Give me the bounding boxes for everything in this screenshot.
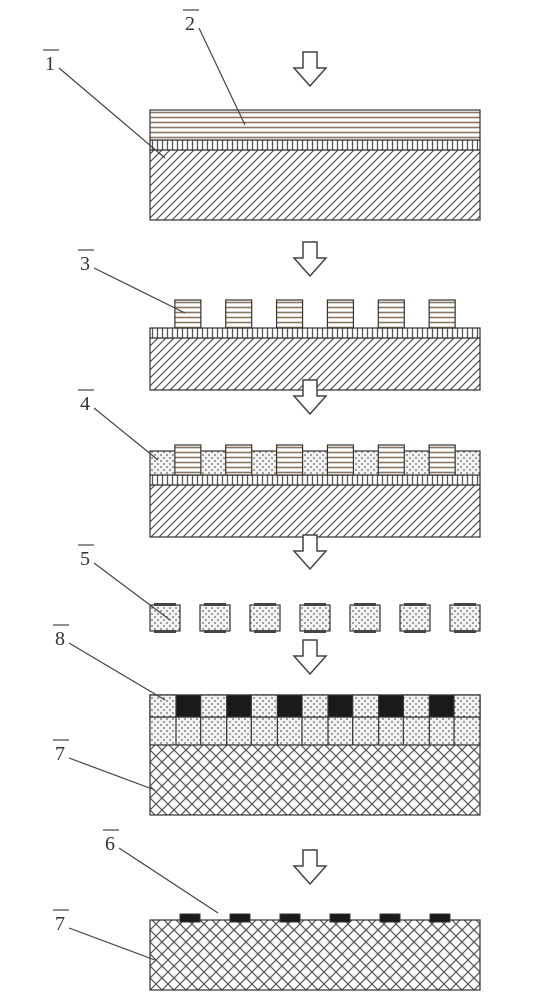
flow-arrow	[294, 242, 326, 276]
pillar-layer2	[175, 300, 201, 328]
layer-1	[150, 140, 480, 150]
callout-7b: 7	[55, 913, 65, 935]
layer-7	[150, 745, 480, 815]
layer-6-pad	[230, 914, 250, 922]
pillar-layer2	[277, 300, 303, 328]
layer-5-block	[250, 605, 280, 631]
layer-6-pad	[430, 914, 450, 922]
pillar-layer2	[378, 300, 404, 328]
layer-6-pad	[380, 914, 400, 922]
layer-5-block	[300, 605, 330, 631]
layer-6-pad	[280, 914, 300, 922]
flow-arrow	[294, 535, 326, 569]
layer-5-block	[350, 605, 380, 631]
layer-6-pad	[330, 914, 350, 922]
pillar-layer2	[327, 300, 353, 328]
callout-6: 6	[105, 833, 115, 855]
callout-7: 7	[55, 743, 65, 765]
callout-1: 1	[45, 53, 55, 75]
layer-5-block	[400, 605, 430, 631]
pillar-layer2	[429, 300, 455, 328]
callout-2: 2	[185, 13, 195, 35]
layer-2	[150, 110, 480, 140]
callout-3: 3	[80, 253, 90, 275]
flow-arrow	[294, 850, 326, 884]
callout-4: 4	[80, 393, 90, 415]
layer-5-block	[200, 605, 230, 631]
layer-7-final	[150, 920, 480, 990]
flow-arrow	[294, 640, 326, 674]
callout-8: 8	[55, 628, 65, 650]
layer-5-block	[450, 605, 480, 631]
pillar-layer2	[226, 300, 252, 328]
callout-5: 5	[80, 548, 90, 570]
layer-6-pad	[180, 914, 200, 922]
process-diagram: 1 2 3 4 5 8 7 6 7	[0, 0, 553, 1000]
substrate	[150, 150, 480, 220]
flow-arrow	[294, 52, 326, 86]
